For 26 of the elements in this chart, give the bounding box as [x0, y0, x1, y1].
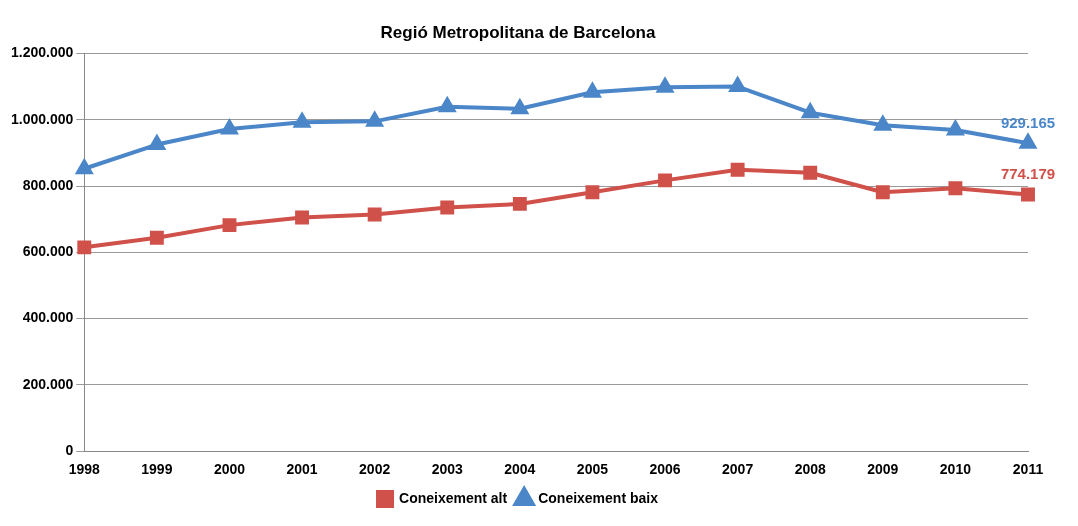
y-tick-label: 600.000: [22, 243, 74, 260]
y-tick-label: 800.000: [22, 176, 74, 193]
y-tick-label: 1.200.000: [10, 44, 74, 61]
x-tick-label: 2010: [939, 461, 972, 478]
y-tick-label: 1.000.000: [10, 110, 74, 127]
data-label: 929.165: [1000, 113, 1056, 131]
x-tick-label: 2011: [1012, 461, 1044, 478]
legend-label: Coneixement baix: [538, 489, 659, 506]
data-label: 774.179: [1000, 165, 1056, 183]
y-tick-label: 0: [65, 442, 74, 459]
x-tick-label: 2007: [722, 461, 754, 478]
legend-label: Coneixement alt: [399, 489, 508, 506]
x-tick-label: 2008: [794, 461, 826, 478]
x-tick-label: 2005: [576, 461, 609, 478]
x-tick-label: 1999: [141, 461, 173, 478]
y-tick-label: 400.000: [22, 309, 74, 326]
y-tick-label: 200.000: [22, 375, 74, 392]
x-tick-label: 2006: [649, 461, 681, 478]
x-tick-label: 2001: [286, 461, 318, 478]
x-tick-label: 1998: [68, 461, 101, 478]
x-tick-label: 2002: [359, 461, 391, 478]
x-tick-label: 2000: [213, 461, 246, 478]
x-tick-label: 2003: [431, 461, 464, 478]
chart-title: Regió Metropolitana de Barcelona: [380, 22, 656, 42]
x-tick-label: 2004: [504, 461, 536, 478]
x-tick-label: 2009: [867, 461, 899, 478]
